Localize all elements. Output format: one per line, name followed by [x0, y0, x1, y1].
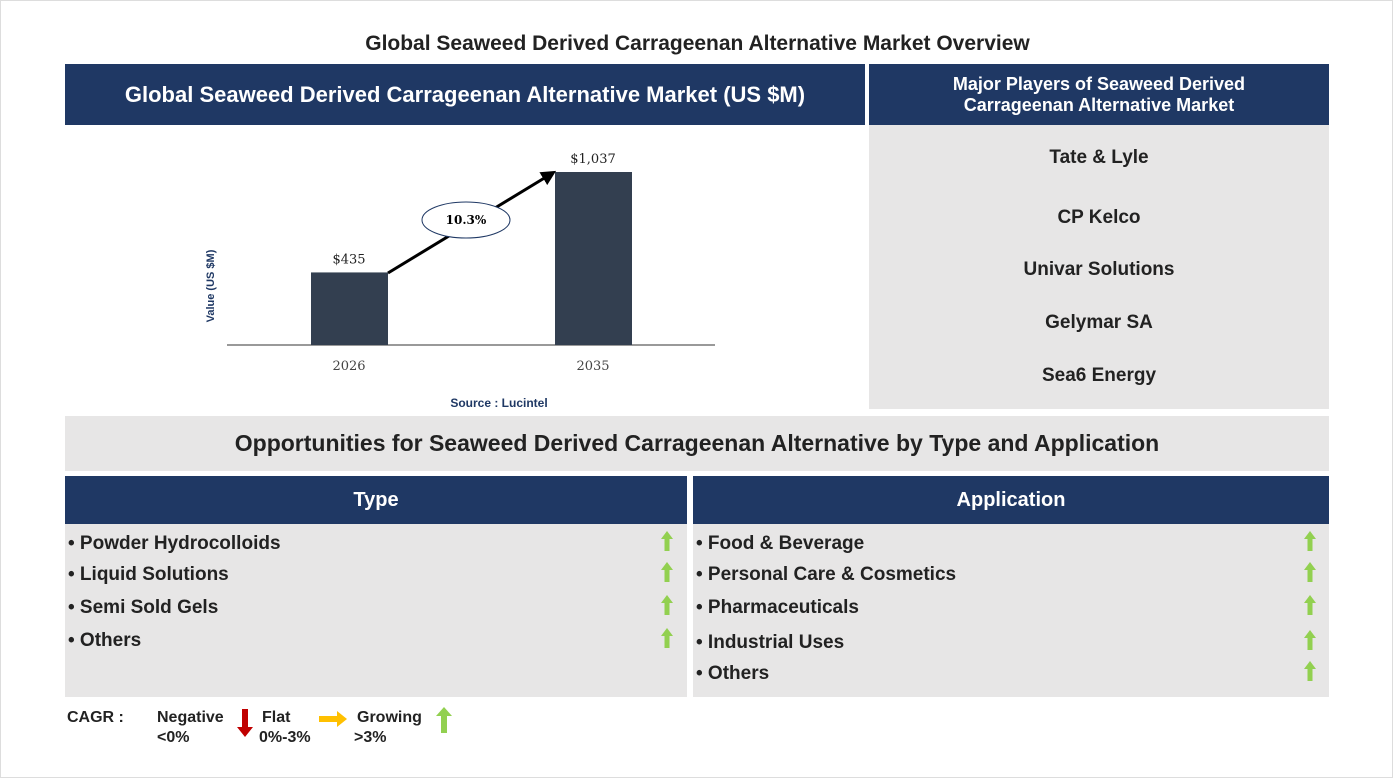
legend-label: CAGR :	[67, 709, 124, 726]
up-arrow-icon	[1304, 562, 1316, 582]
down-arrow-icon	[237, 709, 253, 737]
up-arrow-icon	[1304, 661, 1316, 681]
legend-flat: Flat	[262, 709, 291, 726]
application-item: • Industrial Uses	[696, 632, 845, 653]
data-label: $1,037	[570, 152, 616, 167]
right-arrow-icon	[319, 711, 347, 727]
page-title: Global Seaweed Derived Carrageenan Alter…	[365, 32, 1030, 55]
legend-flat-range: 0%-3%	[259, 729, 311, 746]
type-item: • Others	[68, 630, 142, 651]
bar-chart: Value (US $M) $435 2026 $1,037 2035 10.3% S…	[205, 152, 715, 410]
up-arrow-icon	[661, 628, 673, 648]
chart-source: Source : Lucintel	[450, 396, 547, 410]
up-arrow-icon	[661, 562, 673, 582]
y-axis-label: Value (US $M)	[205, 249, 217, 322]
application-panel	[693, 524, 1329, 697]
legend-negative-range: <0%	[157, 729, 190, 746]
legend-negative: Negative	[157, 709, 224, 726]
up-arrow-icon	[1304, 595, 1316, 615]
application-item: • Others	[696, 663, 770, 684]
up-arrow-icon	[1304, 630, 1316, 650]
application-item: • Pharmaceuticals	[696, 597, 859, 618]
application-item: • Food & Beverage	[696, 533, 865, 554]
type-panel	[65, 524, 687, 697]
data-label: $435	[332, 252, 365, 267]
cagr-label: 10.3%	[446, 213, 487, 227]
player-item: Gelymar SA	[1045, 312, 1153, 333]
cagr-ellipse	[421, 201, 511, 239]
application-header: Application	[693, 476, 1329, 524]
chart-panel-header: Global Seaweed Derived Carrageenan Alter…	[65, 64, 865, 125]
opportunities-header: Opportunities for Seaweed Derived Carrag…	[65, 416, 1329, 471]
x-tick-label: 2026	[332, 359, 365, 374]
player-item: Tate & Lyle	[1049, 147, 1149, 168]
player-item: Univar Solutions	[1023, 259, 1175, 280]
type-item: • Liquid Solutions	[68, 564, 229, 585]
legend-growing-range: >3%	[354, 729, 387, 746]
players-panel	[869, 125, 1329, 409]
type-item: • Powder Hydrocolloids	[68, 533, 281, 554]
bar-2026	[311, 272, 388, 345]
up-arrow-icon	[661, 595, 673, 615]
up-arrow-icon	[661, 531, 673, 551]
application-item: • Personal Care & Cosmetics	[696, 564, 957, 585]
up-arrow-icon	[436, 707, 452, 733]
x-tick-label: 2035	[576, 359, 609, 374]
players-header: Major Players of Seaweed Derived Carrage…	[869, 64, 1329, 125]
legend-growing: Growing	[357, 709, 422, 726]
player-item: Sea6 Energy	[1041, 365, 1157, 386]
type-header: Type	[65, 476, 687, 524]
bar-2035	[555, 172, 632, 345]
up-arrow-icon	[1304, 531, 1316, 551]
type-item: • Semi Sold Gels	[68, 597, 219, 618]
player-item: CP Kelco	[1057, 207, 1141, 228]
